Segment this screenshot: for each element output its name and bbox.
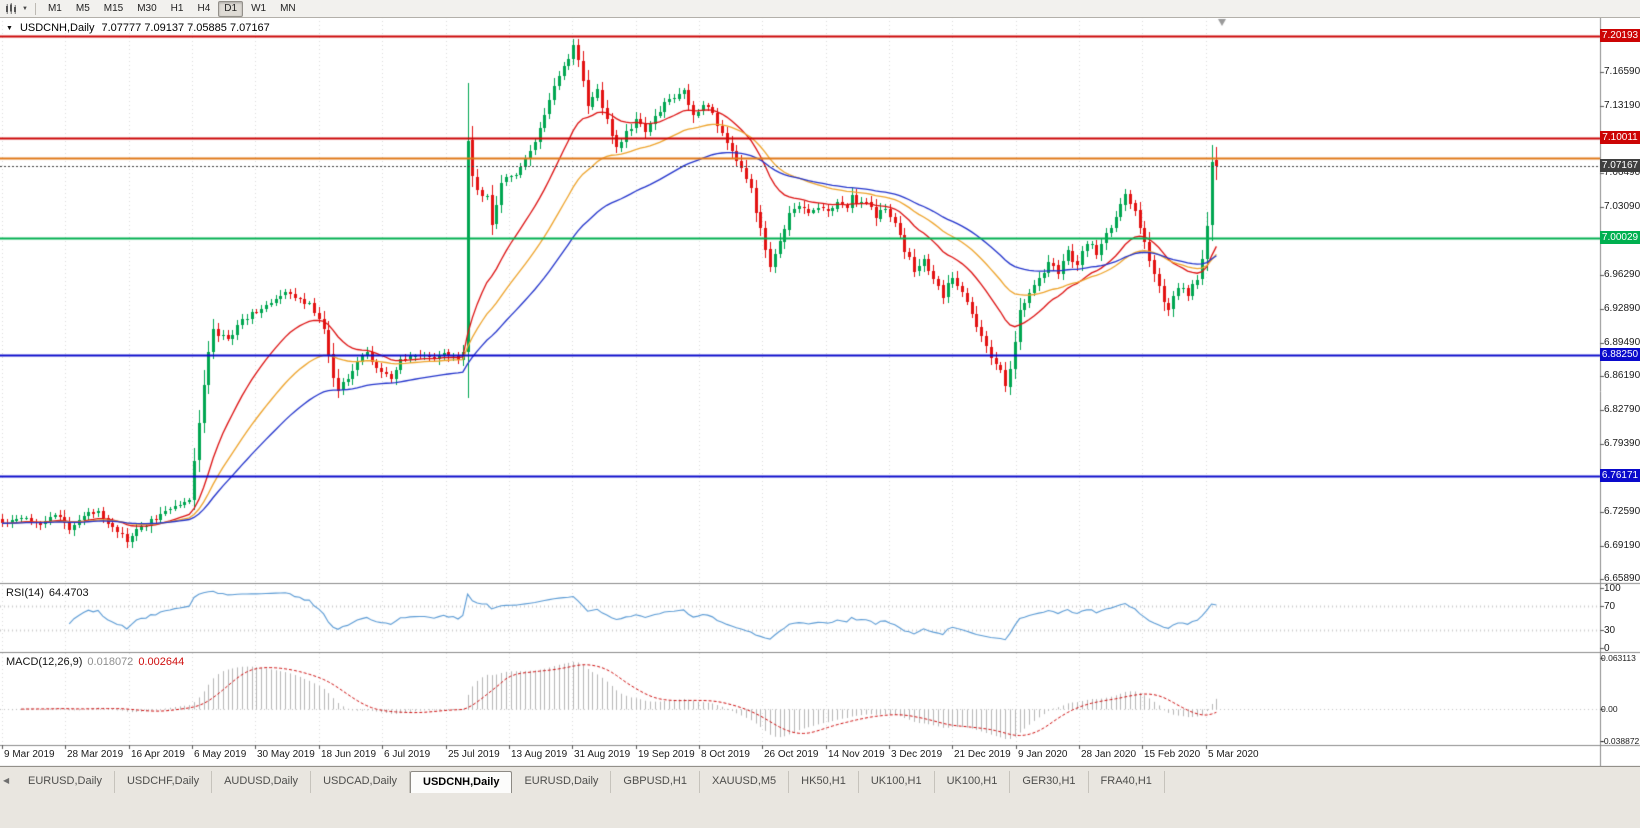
price-badge-6.76171: 6.76171 [1600,469,1640,483]
price-axis-label: 7.06490 [1604,167,1640,178]
timeframe-button-m30[interactable]: M30 [137,2,157,14]
tab-scroll-left-icon[interactable]: ◀ [3,776,10,785]
timeframe-button-mn[interactable]: MN [280,2,296,14]
date-axis-label: 8 Oct 2019 [701,749,750,760]
macd-name: MACD(12,26,9) [6,656,83,668]
chart-tab-ger30-h1[interactable]: GER30,H1 [1010,771,1089,793]
date-axis-label: 30 May 2019 [257,749,315,760]
rsi-axis-label: 30 [1604,625,1616,636]
toolbar: ▼ M1 M5 M15 M30 H1 H4 D1 W1 MN [0,0,1640,18]
price-axis-label: 6.72590 [1604,506,1640,517]
price-axis-label: 7.16590 [1604,66,1640,77]
price-axis-label: 7.03090 [1604,201,1640,212]
macd-axis-label: 0.00 [1601,704,1618,715]
macd-signal-value: 0.002644 [138,656,185,668]
chart-tab-hk50-h1[interactable]: HK50,H1 [789,771,859,793]
date-axis-label: 28 Jan 2020 [1081,749,1137,760]
date-axis-label: 6 Jul 2019 [384,749,431,760]
chart-tab-gbpusd-h1[interactable]: GBPUSD,H1 [611,771,700,793]
rsi-name: RSI(14) [6,587,44,599]
date-axis-label: 26 Oct 2019 [764,749,819,760]
date-axis-label: 15 Feb 2020 [1144,749,1201,760]
rsi-axis-label: 70 [1604,601,1616,612]
date-axis-label: 31 Aug 2019 [574,749,631,760]
rsi-indicator-label: RSI(14) 64.4703 [6,587,89,599]
timeframe-button-h4[interactable]: H4 [197,2,211,14]
tabs-row: EURUSD,Daily USDCHF,Daily AUDUSD,Daily USDC… [0,771,1640,793]
toolbar-separator [34,2,36,15]
chart-title: ▼ USDCNH,Daily 7.07777 7.09137 7.05885 7… [6,22,270,34]
chart-tab-xauusd-m5[interactable]: XAUUSD,M5 [700,771,790,793]
timeframe-button-m15[interactable]: M15 [103,2,124,14]
chart-tab-audusd-daily[interactable]: AUDUSD,Daily [212,771,312,793]
date-axis-label: 3 Dec 2019 [891,749,943,760]
date-axis-label: 25 Jul 2019 [448,749,500,760]
chart-tab-fra40-h1[interactable]: FRA40,H1 [1089,771,1165,793]
date-axis-label: 16 Apr 2019 [131,749,185,760]
chart-tab-uk100-h1[interactable]: UK100,H1 [859,771,935,793]
candlestick-chart-icon[interactable] [2,2,20,16]
price-axis-label: 6.86190 [1604,370,1640,381]
date-axis-label: 14 Nov 2019 [828,749,885,760]
price-badge-7.07167: 7.07167 [1600,159,1640,173]
timeframe-button-m5[interactable]: M5 [75,2,90,14]
timeframe-button-m1[interactable]: M1 [47,2,62,14]
macd-axis-label: -0.038872 [1601,736,1640,746]
price-badge-7.20193: 7.20193 [1600,28,1640,42]
date-axis-label: 6 May 2019 [194,749,247,760]
chart-type-dropdown-icon[interactable]: ▼ [22,5,28,12]
macd-axis-label: 0.063113 [1601,653,1636,663]
macd-indicator-label: MACD(12,26,9) 0.018072 0.002644 [6,656,184,668]
date-axis-label: 13 Aug 2019 [511,749,568,760]
chart-tab-uk100-h1[interactable]: UK100,H1 [935,771,1011,793]
price-axis-label: 6.96290 [1604,269,1640,280]
rsi-axis-label: 100 [1604,583,1621,594]
price-axis-label: 6.79390 [1604,438,1640,449]
chart-tab-usdcad-daily[interactable]: USDCAD,Daily [311,771,411,793]
rsi-axis-label: 0 [1604,643,1610,654]
chart-tab-usdcnh-daily[interactable]: USDCNH,Daily [410,771,513,793]
chart-tab-bar: ◀ EURUSD,Daily USDCHF,Daily AUDUSD,Daily US… [0,766,1640,828]
price-axis-label: 6.65890 [1604,573,1640,584]
chart-tab-usdchf-daily[interactable]: USDCHF,Daily [115,771,213,793]
chart-tab-eurusd-daily[interactable]: EURUSD,Daily [512,771,612,793]
date-axis-label: 9 Jan 2020 [1018,749,1068,760]
price-badge-6.88250: 6.88250 [1600,348,1640,362]
ohlc-values: 7.07777 7.09137 7.05885 7.07167 [101,22,270,34]
timeframe-button-d1[interactable]: D1 [218,0,244,17]
date-axis-label: 9 Mar 2019 [4,749,55,760]
timeframe-button-w1[interactable]: W1 [251,2,267,14]
price-axis-label: 6.69190 [1604,540,1640,551]
date-axis-label: 28 Mar 2019 [67,749,124,760]
date-axis-label: 19 Sep 2019 [638,749,695,760]
symbol-period-label: USDCNH,Daily [19,22,95,34]
date-axis-label: 21 Dec 2019 [954,749,1011,760]
price-axis-label: 7.13190 [1604,100,1640,111]
rsi-value: 64.4703 [48,587,89,599]
price-axis-label: 6.82790 [1604,404,1640,415]
price-axis-label: 6.92890 [1604,303,1640,314]
price-axis-label: 6.89490 [1604,337,1640,348]
date-axis-label: 18 Jun 2019 [321,749,377,760]
price-badge-7.10011: 7.10011 [1600,130,1640,144]
collapse-chart-icon[interactable]: ▼ [6,24,13,32]
date-axis-label: 5 Mar 2020 [1208,749,1259,760]
timeframe-button-h1[interactable]: H1 [170,2,184,14]
macd-main-value: 0.018072 [87,656,134,668]
price-badge-7.00029: 7.00029 [1600,230,1640,244]
chart-tab-eurusd-daily[interactable]: EURUSD,Daily [16,771,115,793]
timeframe-button-group: M1 M5 M15 M30 H1 H4 D1 W1 MN [41,0,303,17]
